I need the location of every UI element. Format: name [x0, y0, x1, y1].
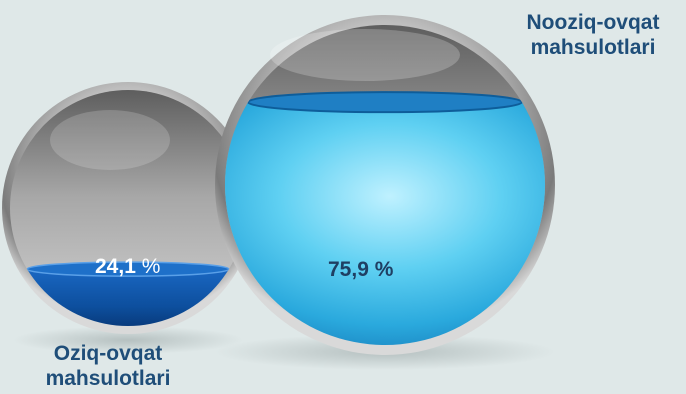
ball-right-surface: [247, 91, 523, 114]
category-label-nonfood-line2: mahsulotlari: [530, 36, 656, 59]
ball-left-highlight: [50, 110, 170, 170]
value-label-nonfood: 75,9 %: [328, 258, 393, 282]
ball-left-surface: [26, 261, 230, 277]
category-label-nonfood: Nooziq-ovqat mahsulotlari: [500, 10, 686, 60]
value-label-nonfood-number: 75,9: [328, 258, 369, 281]
category-label-food-line1: Oziq-ovqat: [53, 342, 163, 365]
ball-right-highlight: [270, 29, 460, 81]
value-label-food: 24,1 %: [95, 255, 160, 279]
ball-right: [215, 15, 555, 355]
value-label-food-number: 24,1: [95, 255, 136, 278]
ball-right-fill: [225, 102, 545, 345]
category-label-food-line2: mahsulotlari: [45, 367, 171, 390]
category-label-food: Oziq-ovqat mahsulotlari: [8, 341, 208, 391]
ball-left: [2, 82, 254, 334]
value-label-food-unit: %: [141, 255, 161, 278]
category-label-nonfood-line1: Nooziq-ovqat: [526, 11, 660, 34]
ball-shadow-left: [13, 326, 243, 354]
value-label-nonfood-unit: %: [374, 258, 394, 281]
